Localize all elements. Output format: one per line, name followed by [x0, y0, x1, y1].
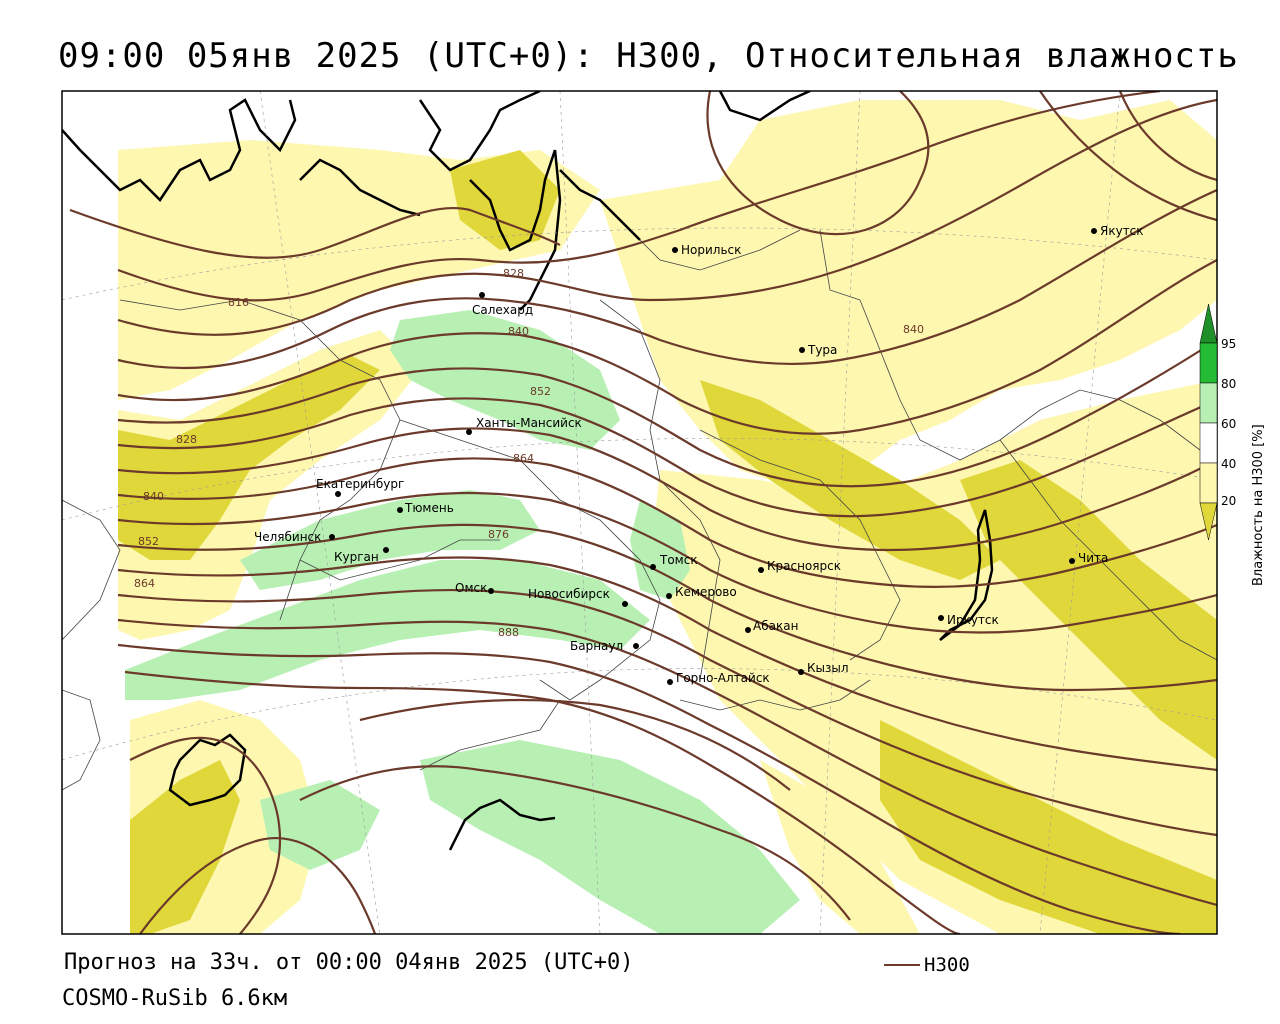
graticule: [62, 91, 1217, 934]
map-frame: [61, 90, 1218, 935]
colorbar-tick: 40: [1221, 457, 1236, 471]
city-marker: [329, 534, 335, 540]
city-marker: [633, 643, 639, 649]
humidity-band: [960, 460, 1217, 760]
isoline-label: 840: [143, 490, 164, 503]
colorbar-title: Влажность на H300 [%]: [1251, 424, 1266, 586]
city-marker: [488, 588, 494, 594]
isoline-label: 840: [903, 323, 924, 336]
city-label: Ханты-Мансийск: [476, 416, 582, 430]
humidity-band: [420, 740, 800, 934]
humidity-band: [260, 780, 380, 870]
city-marker: [479, 292, 485, 298]
isoline-label: 816: [228, 296, 249, 309]
humidity-fields: [118, 100, 1217, 934]
humidity-colorbar: 95 80 60 40 20 Влажность на H300 [%]: [1199, 303, 1266, 586]
colorbar-segment-60-80: [1199, 382, 1218, 424]
city-label: Якутск: [1100, 224, 1144, 238]
coastlines: [62, 91, 994, 851]
city-label: Барнаул: [570, 639, 623, 653]
city-label: Кызыл: [807, 661, 849, 675]
colorbar-tick: 95: [1221, 337, 1236, 351]
city-marker: [466, 429, 472, 435]
h300-isolines: [69, 91, 1217, 934]
city-marker: [799, 347, 805, 353]
colorbar-segment-80-95: [1199, 342, 1218, 384]
city-marker: [666, 593, 672, 599]
city-marker: [798, 669, 804, 675]
humidity-band: [118, 355, 380, 560]
city-label: Норильск: [681, 243, 741, 257]
city-label: Абакан: [753, 619, 798, 633]
city-marker: [938, 615, 944, 621]
city-label: Горно-Алтайск: [676, 671, 770, 685]
humidity-band: [240, 490, 540, 590]
city-marker: [1091, 228, 1097, 234]
isoline-label: 840: [508, 325, 529, 338]
city-marker: [667, 679, 673, 685]
city-label: Кемерово: [675, 585, 737, 599]
isoline-label: 864: [513, 452, 534, 465]
city-label: Томск: [659, 553, 698, 567]
humidity-area: [118, 330, 420, 640]
colorbar-tick: 60: [1221, 417, 1236, 431]
humidity-band: [630, 500, 690, 600]
city-marker: [397, 507, 403, 513]
colorbar-bottom-arrow: [1199, 502, 1218, 541]
city-marker: [672, 247, 678, 253]
city-label: Челябинск: [254, 530, 321, 544]
isoline-label: 864: [134, 577, 155, 590]
city-marker: [745, 627, 751, 633]
admin-boundaries: [62, 229, 1217, 791]
city-marker: [622, 601, 628, 607]
humidity-area: [760, 760, 920, 934]
colorbar-tick: 20: [1221, 494, 1236, 508]
city-label: Красноярск: [767, 559, 841, 573]
city-label: Новосибирск: [528, 587, 610, 601]
colorbar-tick: 80: [1221, 377, 1236, 391]
city-label: Омск: [455, 581, 487, 595]
city-marker: [650, 564, 656, 570]
humidity-band: [125, 560, 650, 700]
isoline-label: 852: [138, 535, 159, 548]
model-name: COSMO-RuSib 6.6км: [62, 986, 288, 1011]
forecast-info: Прогноз на 33ч. от 00:00 04янв 2025 (UTC…: [64, 950, 634, 975]
isoline-label: 852: [530, 385, 551, 398]
h300-legend-line: [884, 964, 920, 966]
city-label: Тура: [807, 343, 837, 357]
isoline-labels: 816 828 828 840 840 840 852 852 864 864 …: [134, 267, 924, 639]
city-marker: [758, 567, 764, 573]
cities: Норильск Якутск Салехард Тура Ханты-Манс…: [254, 224, 1144, 685]
isoline-label: 828: [176, 433, 197, 446]
isoline-label: 888: [498, 626, 519, 639]
isoline-label: 876: [488, 528, 509, 541]
isoline-label: 828: [503, 267, 524, 280]
city-label: Салехард: [472, 303, 533, 317]
colorbar-segment-40-60: [1199, 422, 1218, 464]
humidity-area: [600, 100, 1217, 490]
city-label: Екатеринбург: [316, 477, 404, 491]
city-label: Тюмень: [404, 501, 454, 515]
city-marker: [335, 491, 341, 497]
no-data-margins: [62, 91, 130, 934]
city-marker: [383, 547, 389, 553]
humidity-band: [130, 760, 240, 934]
colorbar-segment-20-40: [1199, 462, 1218, 504]
h300-legend-label: H300: [924, 954, 970, 976]
city-label: Чита: [1078, 551, 1108, 565]
city-label: Курган: [334, 550, 379, 564]
city-marker: [1069, 558, 1075, 564]
map-title: 09:00 05янв 2025 (UTC+0): H300, Относите…: [58, 36, 1239, 76]
city-label: Иркутск: [947, 613, 999, 627]
humidity-band: [450, 150, 560, 250]
